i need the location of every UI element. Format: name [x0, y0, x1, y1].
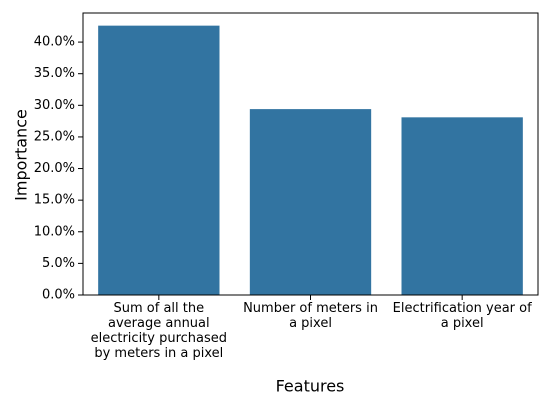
plot-frame: [82, 12, 539, 296]
y-tick-label: 25.0%: [34, 129, 75, 144]
bar: [401, 117, 523, 295]
bar: [98, 25, 220, 295]
y-tick-label: 20.0%: [34, 161, 75, 176]
y-tick-label: 40.0%: [34, 35, 75, 50]
y-tick-label: 35.0%: [34, 66, 75, 81]
x-tick-label: Number of meters in a pixel: [243, 301, 378, 331]
y-tick-label: 0.0%: [42, 288, 75, 303]
bar: [249, 109, 372, 295]
x-tick-label: Electrification year of a pixel: [392, 301, 532, 331]
y-tick-label: 10.0%: [34, 224, 75, 239]
x-axis-label: Features: [276, 377, 345, 396]
x-tick-label: Sum of all the average annual electricit…: [90, 301, 228, 361]
y-axis-label: Importance: [12, 109, 31, 201]
y-tick-label: 5.0%: [42, 256, 75, 271]
y-tick-label: 15.0%: [34, 193, 75, 208]
y-tick-label: 30.0%: [34, 98, 75, 113]
